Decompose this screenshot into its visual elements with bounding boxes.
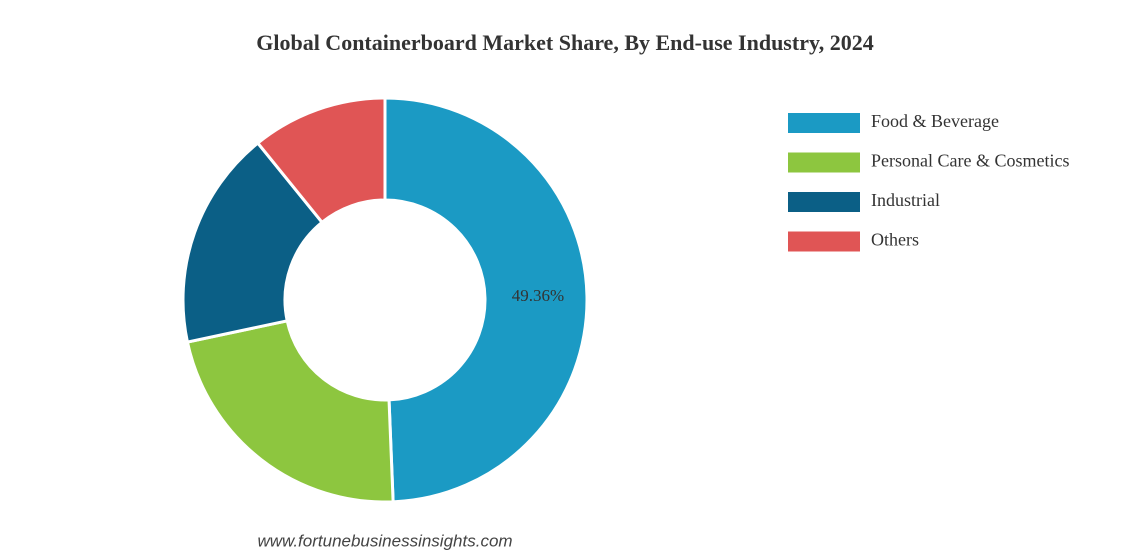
- legend-label: Industrial: [871, 190, 940, 210]
- source: www.fortunebusinessinsights.com: [257, 531, 512, 550]
- donut-slice: [185, 319, 395, 504]
- legend-swatch: [788, 152, 860, 173]
- value-label: 49.36%: [512, 286, 564, 305]
- legend-label: Others: [871, 230, 919, 250]
- donut-slice: [181, 140, 325, 344]
- legend-label: Food & Beverage: [871, 111, 999, 131]
- donut-slice: [255, 96, 387, 225]
- legend-label: Personal Care & Cosmetics: [871, 151, 1069, 171]
- legend-swatch: [788, 231, 860, 252]
- chart-title: Global Containerboard Market Share, By E…: [256, 30, 874, 55]
- legend-swatch: [788, 192, 860, 212]
- donut-slice: [383, 96, 589, 504]
- legend-swatch: [788, 113, 860, 133]
